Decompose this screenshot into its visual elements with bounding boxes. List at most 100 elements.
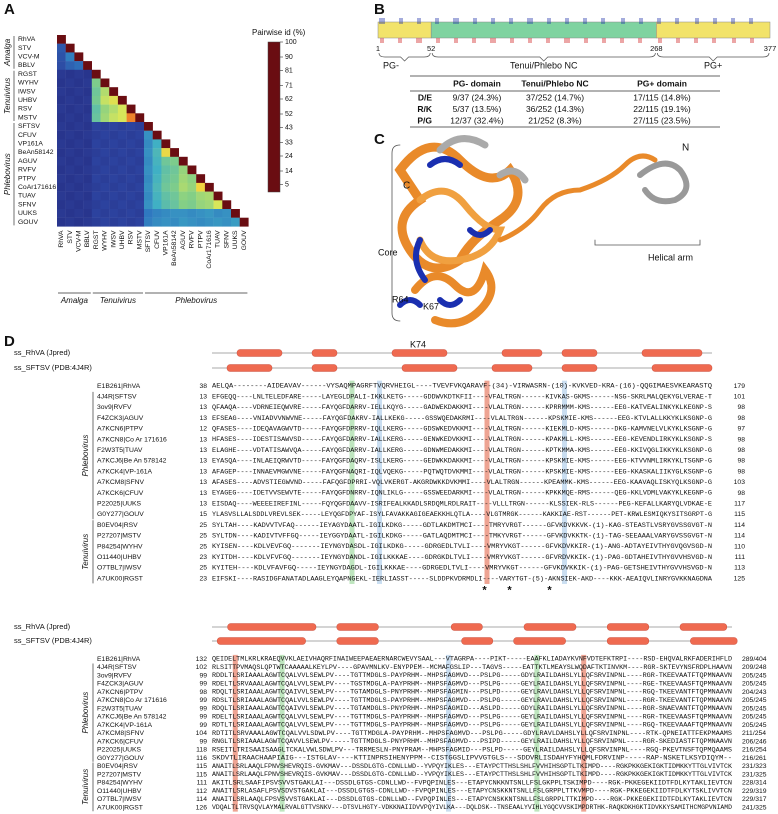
sequence-name: P84254|WYHV [97, 780, 143, 787]
heatmap-cell [109, 148, 119, 157]
sequence-end: 113 [734, 565, 745, 572]
heatmap-cell [74, 191, 84, 201]
heatmap-cell [135, 165, 145, 175]
group-label: Tenuivirus [81, 534, 90, 570]
heatmap-cell [91, 191, 101, 201]
sequence-end: 98 [737, 458, 745, 465]
column-label: UUKS [232, 230, 239, 249]
heatmap-cell [74, 156, 84, 166]
colorbar-tick-label: 71 [285, 82, 293, 89]
heatmap-cell [144, 209, 153, 218]
column-label: BBLV [84, 230, 91, 247]
heatmap-cell [126, 139, 136, 149]
heatmap-cell [170, 148, 179, 157]
row-label: CoAr171616 [18, 184, 56, 191]
heatmap-cell [100, 104, 110, 114]
heatmap-cell [57, 43, 66, 53]
heatmap-cell [57, 104, 66, 114]
sequence: ANAITLSRLAAQLFPNVSHEVRQIS-GVKMAV---DSSDL… [212, 763, 732, 770]
heatmap-cell [91, 87, 101, 97]
heatmap-cell [161, 217, 171, 227]
heatmap-cell [144, 165, 153, 175]
ss-helix [513, 637, 566, 645]
heatmap-cell [65, 122, 75, 131]
heatmap-cell [57, 217, 66, 227]
domain-label: Tenui/Phlebo NC [510, 60, 578, 70]
heatmap-cell [213, 209, 223, 218]
heatmap-cell [83, 139, 92, 149]
sequence-name: 3ov9|RVFV [97, 672, 132, 679]
heatmap-cell [117, 148, 127, 157]
column-label: CFUV [154, 230, 161, 249]
heatmap-cell [100, 139, 110, 149]
heatmap-cell [187, 217, 197, 227]
heatmap-cell [109, 165, 119, 175]
sequence-name: E1B261|RhVA [97, 656, 141, 663]
heatmap-cell [74, 122, 84, 131]
conserved-column [581, 654, 587, 812]
conserved-column [484, 380, 490, 584]
heatmap-cell [196, 174, 206, 184]
ss-helix [401, 364, 458, 372]
heatmap-cell [74, 165, 84, 175]
heatmap-cell [91, 174, 101, 184]
sequence-name: O11440|UHBV [97, 788, 142, 795]
ss-helix [607, 623, 650, 631]
group-label: Phlebovirus [3, 153, 12, 195]
n-terminus-label: N [682, 143, 689, 154]
heatmap-cell [100, 87, 110, 97]
heatmap-cell [65, 104, 75, 114]
column-label: PTPV [197, 230, 204, 248]
row-label: UHBV [18, 97, 37, 104]
residue-label: K67 [423, 301, 439, 311]
colorbar-title: Pairwise id (%) [252, 28, 306, 37]
heatmap-cell [100, 200, 110, 210]
heatmap-cell [83, 95, 92, 105]
sequence: RDQLTLSRIAAALAGWTCQAIVVLSEWLPV----TGTAMD… [212, 689, 732, 696]
sequence-start: 23 [199, 575, 207, 582]
sequence-end: 101 [734, 393, 746, 400]
sequence-name: O7TBL7|IWSV [97, 565, 142, 572]
heatmap-cell [135, 209, 145, 218]
ss-helix [216, 637, 306, 645]
heatmap-cell [117, 174, 127, 184]
group-label: Tenuivirus [81, 769, 90, 805]
heatmap-cell [83, 200, 92, 210]
heatmap-cell [83, 78, 92, 88]
column-label: RGST [93, 230, 100, 249]
heatmap-cell [178, 165, 188, 175]
sequence: EFGEQQ----LNLTELEDFARE-----LAYEGLDPALI-I… [212, 393, 712, 400]
sequence-end: 205/245 [742, 672, 767, 679]
row-label: VCV-M [18, 54, 40, 61]
table-row-label: P/G [417, 115, 432, 125]
sequence-start: 104 [196, 730, 208, 737]
sequence-end: 117 [734, 500, 745, 507]
heatmap-cell [170, 156, 179, 166]
domain-bracket [657, 52, 770, 62]
table-row-label: D/E [418, 92, 433, 102]
sequence: RDTLTLSRIAAALAGWTCQALVVLSEWLPV----TGTTMD… [212, 722, 732, 729]
sequence-name: O7TBL7|IWSV [97, 796, 142, 803]
group-label: Amalga [3, 38, 12, 67]
heatmap-cell [144, 200, 153, 210]
sequence-end: 98 [737, 447, 745, 454]
sequence-name: A7KCN8|Co Ar 171616 [97, 697, 167, 704]
heatmap-cell [74, 200, 84, 210]
heatmap-cell [152, 165, 162, 175]
group-label: Phlebovirus [175, 296, 217, 305]
sequence-start: 25 [199, 522, 207, 529]
heatmap-cell [144, 130, 153, 140]
sequence: RDDLTLSRIAAALAGWTCQALVVLSEWLPV----TGTTMD… [212, 672, 732, 679]
heatmap-cell [65, 200, 75, 210]
sequence-name: A7UK00|RGST [97, 575, 143, 582]
sequence-end: 110 [734, 543, 745, 550]
heatmap-cell [170, 200, 179, 210]
sequence-start: 13 [199, 500, 207, 507]
heatmap-cell [117, 122, 127, 131]
heatmap-cell [74, 182, 84, 192]
colorbar-tick-label: 52 [285, 111, 293, 118]
row-label: UUKS [18, 210, 37, 217]
ss-helix [561, 349, 598, 357]
sequence: RLSITTPVMAQSLQPTWTCAAAAALKEYLPV----GPAVM… [212, 664, 732, 671]
column-label: RhVA [58, 230, 65, 248]
